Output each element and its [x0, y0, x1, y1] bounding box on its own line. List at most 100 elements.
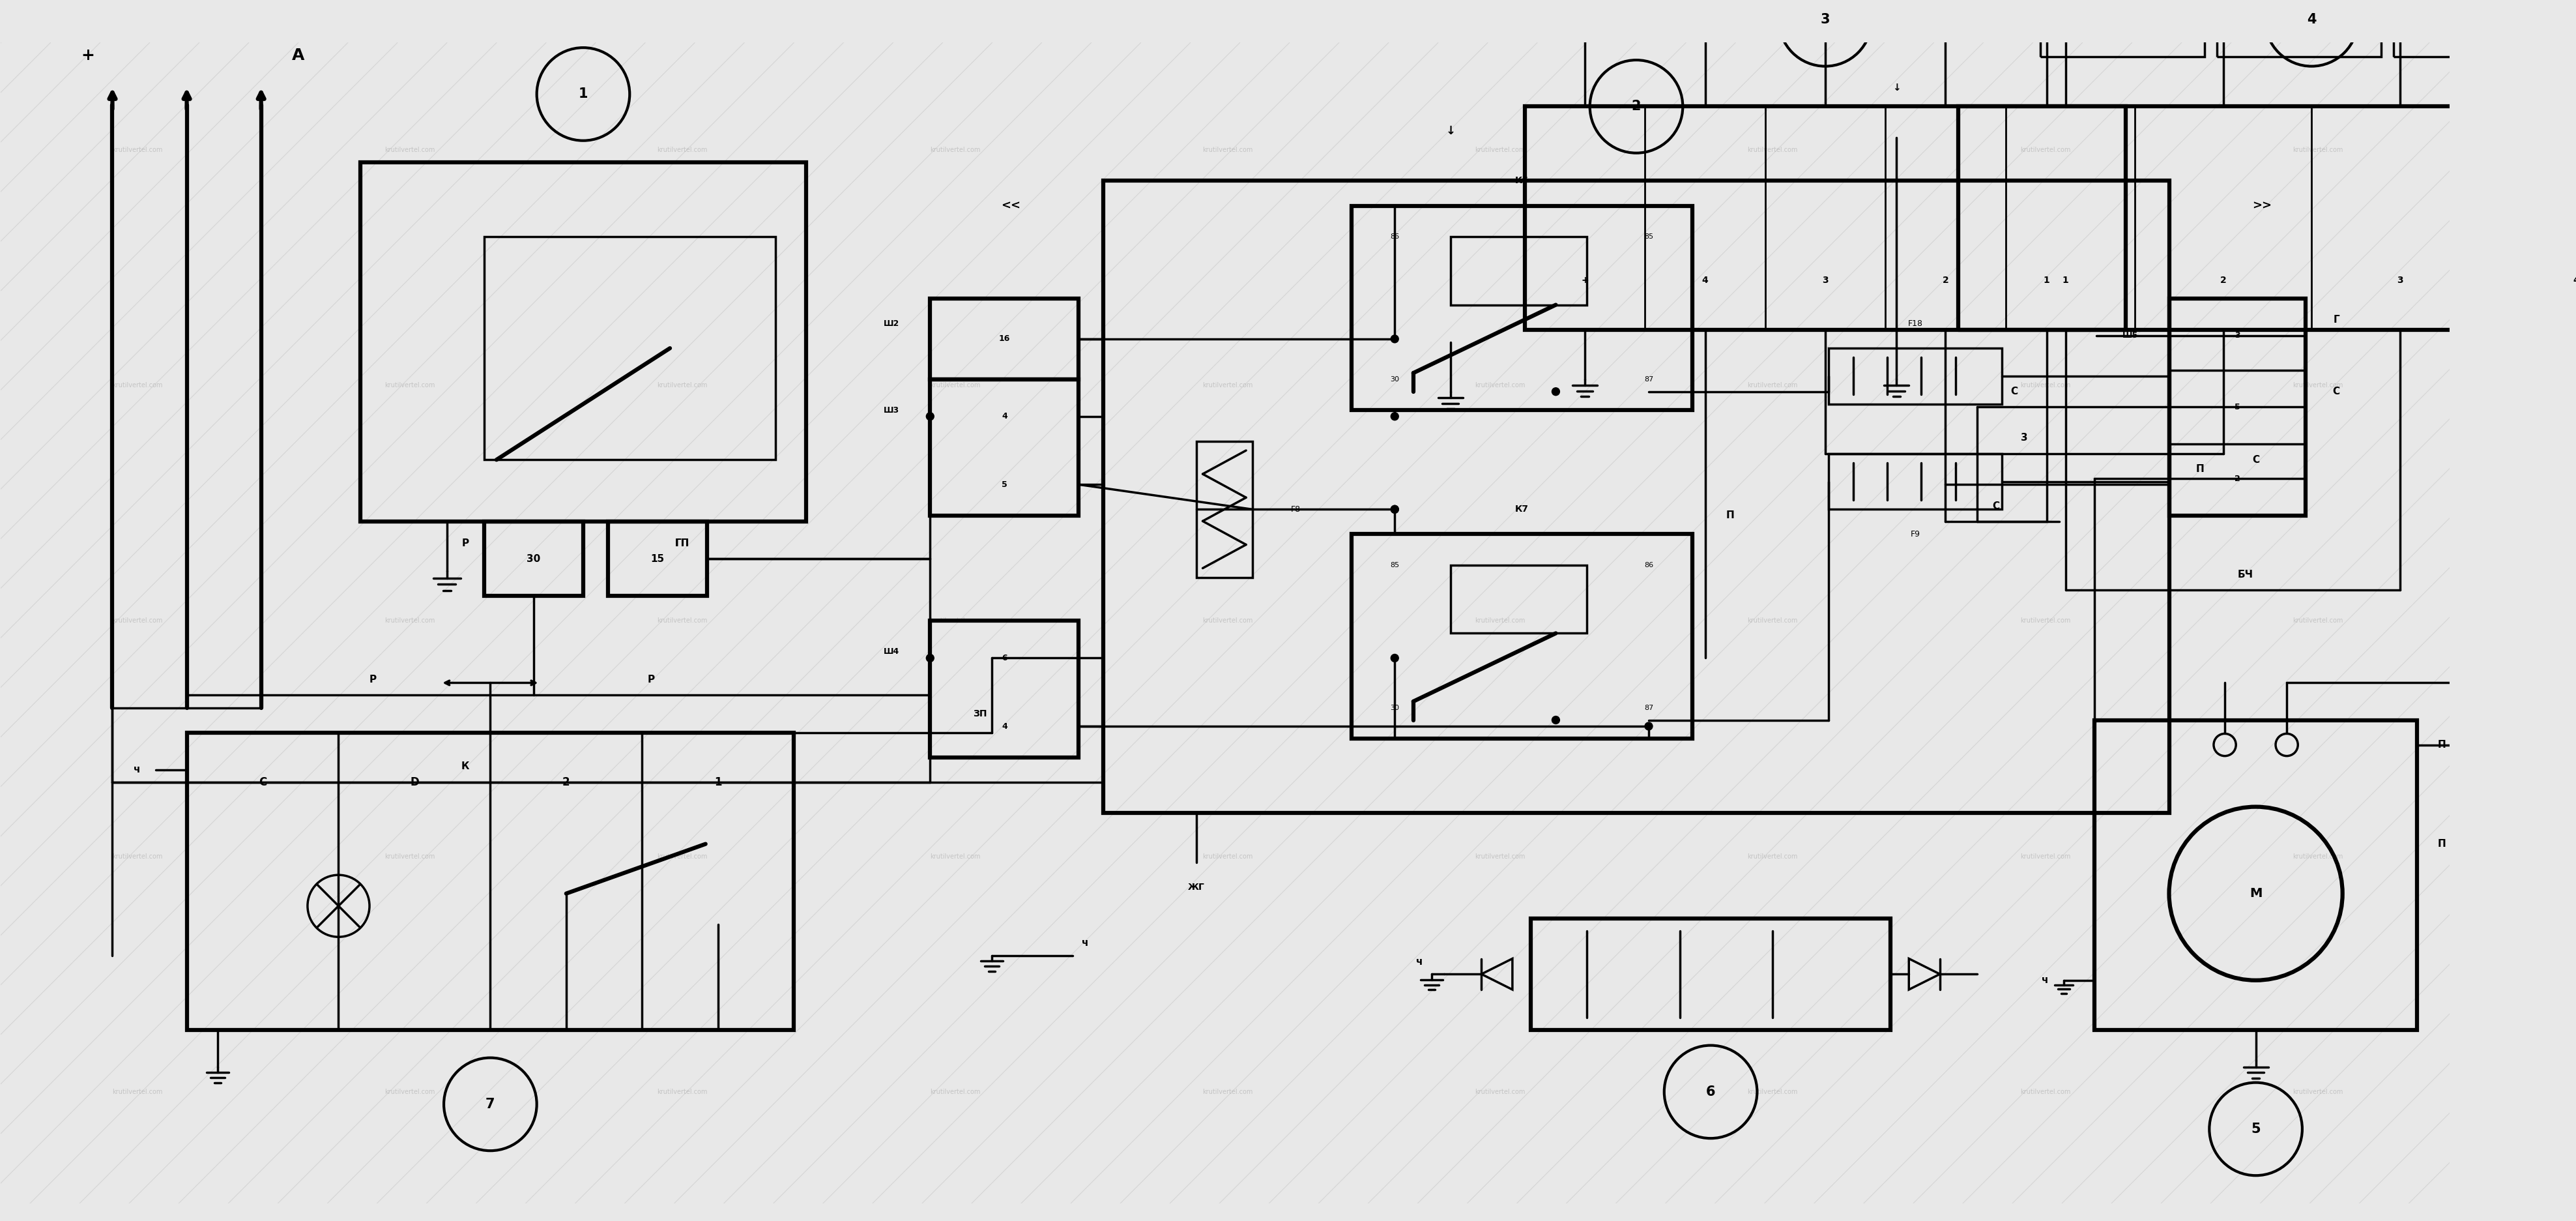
- Text: krutilvertel.com: krutilvertel.com: [384, 618, 435, 624]
- Text: К: К: [461, 762, 469, 772]
- Text: 2: 2: [562, 777, 569, 788]
- Bar: [2532, 0, 2576, 57]
- Bar: [1450, 237, 1587, 305]
- Text: krutilvertel.com: krutilvertel.com: [1747, 618, 1798, 624]
- Text: Р: Р: [461, 538, 469, 548]
- Text: ГП: ГП: [675, 538, 690, 548]
- Text: 4: 4: [1703, 276, 1708, 284]
- Bar: [361, 162, 806, 521]
- Text: ЖГ: ЖГ: [1188, 883, 1206, 891]
- Text: ч: ч: [2043, 976, 2048, 985]
- Bar: [1958, 106, 2576, 330]
- Text: 30: 30: [526, 554, 541, 564]
- Text: 1: 1: [580, 88, 587, 100]
- Text: 4: 4: [1002, 413, 1007, 420]
- Text: 1: 1: [2043, 276, 2050, 284]
- Text: krutilvertel.com: krutilvertel.com: [111, 382, 162, 388]
- Text: krutilvertel.com: krutilvertel.com: [1203, 853, 1252, 860]
- Text: 3: 3: [1821, 13, 1829, 27]
- Text: 87: 87: [1643, 376, 1654, 382]
- Text: К6: К6: [1515, 176, 1528, 186]
- Text: D: D: [410, 777, 420, 788]
- Text: 2: 2: [1631, 100, 1641, 114]
- Bar: [930, 380, 1079, 515]
- Text: Р: Р: [647, 675, 654, 685]
- Circle shape: [1391, 505, 1399, 514]
- Text: krutilvertel.com: krutilvertel.com: [384, 147, 435, 153]
- Text: 3: 3: [2020, 433, 2027, 443]
- Text: 86: 86: [1391, 233, 1399, 239]
- Bar: [2218, 0, 2380, 57]
- Circle shape: [925, 653, 935, 663]
- Text: krutilvertel.com: krutilvertel.com: [930, 618, 979, 624]
- Text: krutilvertel.com: krutilvertel.com: [1203, 1089, 1252, 1095]
- Text: П: П: [2195, 464, 2205, 474]
- Text: А: А: [291, 48, 304, 63]
- Text: К7: К7: [1515, 504, 1528, 514]
- Text: 16: 16: [999, 335, 1010, 343]
- Text: 4: 4: [1002, 722, 1007, 730]
- Bar: [2094, 720, 2416, 1029]
- Text: M: M: [2249, 888, 2262, 900]
- Circle shape: [1551, 716, 1561, 724]
- Bar: [1103, 181, 2169, 813]
- Text: C: C: [258, 777, 268, 788]
- Text: krutilvertel.com: krutilvertel.com: [2020, 618, 2071, 624]
- Text: 2: 2: [2233, 475, 2241, 482]
- Text: krutilvertel.com: krutilvertel.com: [384, 853, 435, 860]
- Bar: [1829, 453, 2002, 509]
- Text: krutilvertel.com: krutilvertel.com: [1476, 618, 1525, 624]
- Bar: [484, 521, 582, 596]
- Bar: [930, 299, 1079, 380]
- Text: ч: ч: [1082, 938, 1090, 947]
- Text: <<: <<: [1002, 200, 1020, 211]
- Text: F8: F8: [1291, 505, 1301, 514]
- Text: >>: >>: [2251, 200, 2272, 211]
- Text: С: С: [2009, 387, 2017, 397]
- Text: krutilvertel.com: krutilvertel.com: [930, 853, 979, 860]
- Text: krutilvertel.com: krutilvertel.com: [111, 618, 162, 624]
- Text: krutilvertel.com: krutilvertel.com: [1476, 853, 1525, 860]
- Bar: [2040, 0, 2205, 57]
- Text: krutilvertel.com: krutilvertel.com: [111, 1089, 162, 1095]
- Text: krutilvertel.com: krutilvertel.com: [2293, 618, 2344, 624]
- Text: 15: 15: [652, 554, 665, 564]
- Text: 3: 3: [2233, 331, 2241, 339]
- Text: Г: Г: [2334, 315, 2339, 325]
- Text: krutilvertel.com: krutilvertel.com: [2293, 1089, 2344, 1095]
- Text: +: +: [80, 48, 95, 63]
- Text: krutilvertel.com: krutilvertel.com: [2020, 382, 2071, 388]
- Bar: [1530, 918, 1891, 1029]
- Text: krutilvertel.com: krutilvertel.com: [1747, 1089, 1798, 1095]
- Text: 2: 2: [1942, 276, 1947, 284]
- Text: krutilvertel.com: krutilvertel.com: [1747, 853, 1798, 860]
- Text: krutilvertel.com: krutilvertel.com: [2020, 1089, 2071, 1095]
- Text: С: С: [2334, 387, 2339, 397]
- Text: 1: 1: [714, 777, 721, 788]
- Text: БЧ: БЧ: [2239, 569, 2254, 579]
- Text: ↓: ↓: [1445, 126, 1455, 137]
- Circle shape: [2571, 653, 2576, 663]
- Text: +: +: [1582, 276, 1589, 284]
- Text: krutilvertel.com: krutilvertel.com: [1747, 147, 1798, 153]
- Text: 4: 4: [2573, 276, 2576, 284]
- Text: krutilvertel.com: krutilvertel.com: [111, 853, 162, 860]
- Text: 5: 5: [2251, 1122, 2262, 1136]
- Text: Ш4: Ш4: [884, 647, 899, 656]
- Text: 85: 85: [1391, 562, 1399, 568]
- Text: 30: 30: [1391, 376, 1399, 382]
- Text: 1: 1: [2063, 276, 2069, 284]
- Text: krutilvertel.com: krutilvertel.com: [1747, 382, 1798, 388]
- Text: Ш2: Ш2: [884, 319, 899, 327]
- Text: krutilvertel.com: krutilvertel.com: [111, 147, 162, 153]
- Text: krutilvertel.com: krutilvertel.com: [2020, 853, 2071, 860]
- Text: krutilvertel.com: krutilvertel.com: [657, 147, 708, 153]
- Text: С: С: [2251, 455, 2259, 465]
- Text: 5: 5: [2233, 403, 2241, 411]
- Bar: [1525, 106, 2125, 330]
- Text: F9: F9: [1911, 530, 1919, 538]
- Text: krutilvertel.com: krutilvertel.com: [2020, 147, 2071, 153]
- Text: ч: ч: [1417, 957, 1422, 967]
- Text: 4: 4: [2308, 13, 2316, 27]
- Text: krutilvertel.com: krutilvertel.com: [657, 1089, 708, 1095]
